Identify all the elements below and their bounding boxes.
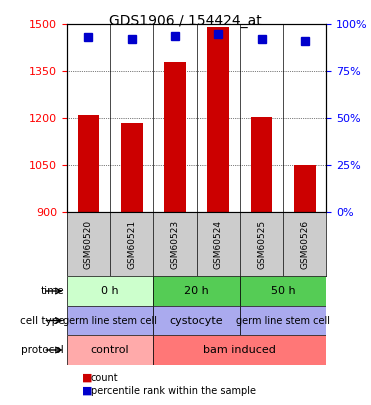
- Text: cystocyte: cystocyte: [170, 315, 223, 326]
- FancyBboxPatch shape: [240, 306, 326, 335]
- Text: GSM60523: GSM60523: [171, 220, 180, 269]
- Text: count: count: [91, 373, 118, 383]
- Text: GDS1906 / 154424_at: GDS1906 / 154424_at: [109, 14, 262, 28]
- Text: time: time: [40, 286, 64, 296]
- FancyBboxPatch shape: [67, 276, 153, 306]
- Text: percentile rank within the sample: percentile rank within the sample: [91, 386, 256, 396]
- FancyBboxPatch shape: [67, 306, 153, 335]
- FancyBboxPatch shape: [153, 306, 240, 335]
- Bar: [121, 123, 142, 212]
- Bar: [164, 62, 186, 212]
- Text: GSM60526: GSM60526: [301, 220, 309, 269]
- Text: GSM60524: GSM60524: [214, 220, 223, 269]
- Text: ■: ■: [82, 373, 92, 383]
- Bar: [207, 28, 229, 212]
- Text: germ line stem cell: germ line stem cell: [236, 315, 330, 326]
- Text: GSM60520: GSM60520: [84, 220, 93, 269]
- Text: bam induced: bam induced: [203, 345, 276, 355]
- Bar: [78, 115, 99, 212]
- Text: ■: ■: [82, 386, 92, 396]
- Text: 20 h: 20 h: [184, 286, 209, 296]
- FancyBboxPatch shape: [153, 276, 240, 306]
- Text: 0 h: 0 h: [101, 286, 119, 296]
- Text: control: control: [91, 345, 129, 355]
- FancyBboxPatch shape: [67, 335, 153, 365]
- Text: GSM60521: GSM60521: [127, 220, 136, 269]
- Text: protocol: protocol: [22, 345, 64, 355]
- Text: GSM60525: GSM60525: [257, 220, 266, 269]
- Bar: [251, 117, 272, 212]
- Text: cell type: cell type: [20, 315, 64, 326]
- Text: 50 h: 50 h: [271, 286, 296, 296]
- FancyBboxPatch shape: [240, 276, 326, 306]
- Bar: [294, 165, 316, 212]
- FancyBboxPatch shape: [153, 335, 326, 365]
- Text: germ line stem cell: germ line stem cell: [63, 315, 157, 326]
